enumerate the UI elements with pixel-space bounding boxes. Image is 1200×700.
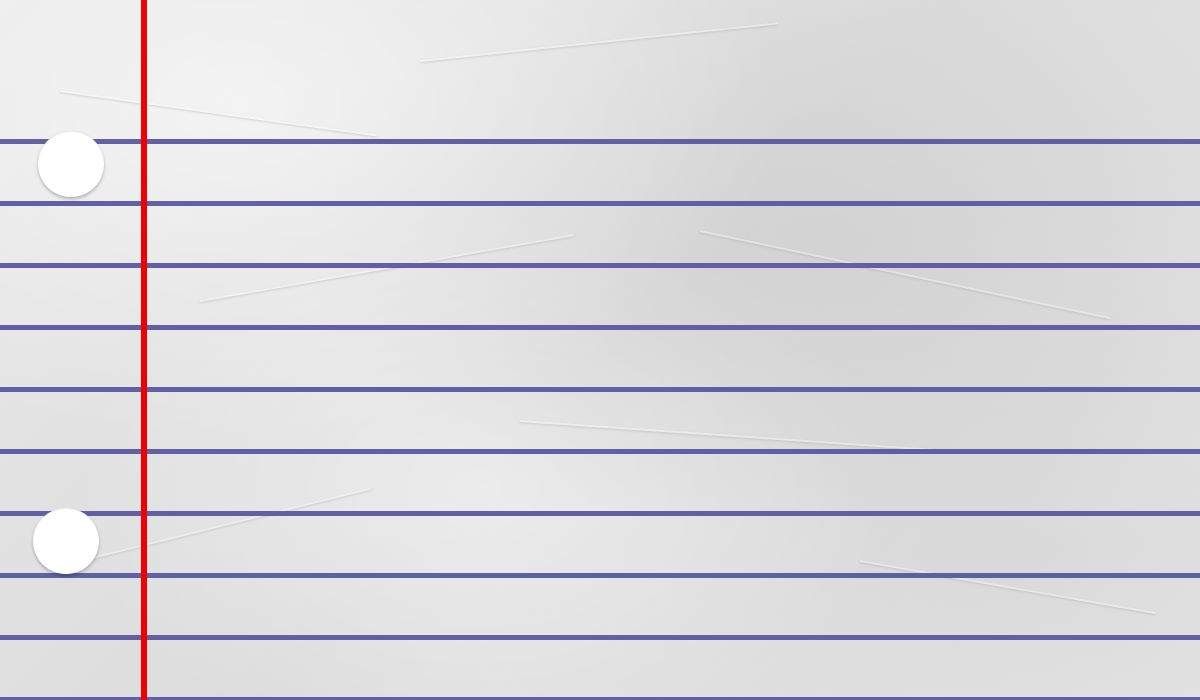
ruled-line (0, 511, 1200, 516)
ruled-line (0, 387, 1200, 392)
paper-crease (859, 560, 1156, 615)
punch-hole-top (38, 131, 104, 197)
paper-crease (199, 234, 575, 302)
red-margin-line (141, 0, 147, 700)
ruled-line (0, 325, 1200, 330)
ruled-line (0, 635, 1200, 640)
ruled-line (0, 201, 1200, 206)
paper-crease (59, 90, 378, 137)
punch-hole-bottom (33, 508, 99, 574)
paper-crease (79, 487, 372, 562)
ruled-line (0, 697, 1200, 700)
paper-crease (519, 420, 940, 452)
ruled-line (0, 263, 1200, 268)
paper-crease (419, 22, 779, 62)
ruled-line (0, 449, 1200, 454)
ruled-line (0, 573, 1200, 578)
paper-crease (699, 230, 1112, 320)
ruled-line (0, 139, 1200, 144)
